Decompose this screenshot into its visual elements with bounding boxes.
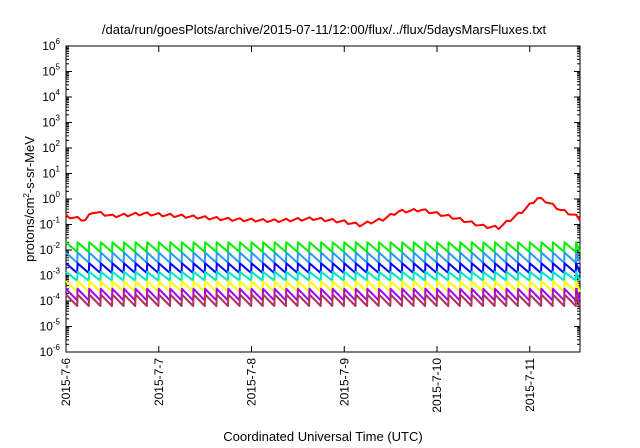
y-tick-exp: 6	[56, 37, 61, 46]
y-tick-exp: 1	[56, 165, 61, 174]
y-tick-exp: -2	[53, 241, 61, 250]
x-tick-label: 2015-7-9	[337, 358, 351, 406]
x-tick-label: 2015-7-8	[245, 358, 259, 406]
series-line-3	[65, 251, 581, 264]
y-tick-exp: -4	[53, 292, 61, 301]
y-tick-base: 10	[40, 218, 54, 232]
y-tick-label: 104	[42, 88, 60, 104]
x-axis-ticks: 2015-7-6 2015-7-7 2015-7-8 2015-7-9 2015-7-1…	[59, 46, 537, 413]
x-tick-label: 2015-7-10	[430, 358, 444, 413]
y-tick-base: 10	[42, 65, 56, 79]
x-tick-label: 2015-7-6	[59, 358, 73, 406]
y-tick-label: 102	[42, 139, 60, 155]
y-tick-label: 10-5	[40, 318, 61, 334]
y-tick-exp: -1	[53, 216, 61, 225]
x-tick-label: 2015-7-11	[523, 358, 537, 412]
series-line-6	[65, 280, 581, 293]
y-tick-exp: -3	[53, 267, 61, 276]
y-tick-exp: 2	[56, 139, 61, 148]
y-tick-base: 10	[40, 243, 54, 257]
y-tick-exp: 5	[56, 63, 61, 72]
y-tick-label: 10-2	[40, 241, 61, 257]
y-axis-label-sup: 2	[22, 193, 31, 198]
y-tick-base: 10	[42, 90, 56, 104]
y-tick-label: 10-3	[40, 267, 61, 283]
y-axis-label: protons/cm2-s-sr-MeV	[22, 136, 37, 262]
y-axis-label-post: -s-sr-MeV	[22, 136, 37, 193]
y-tick-label: 103	[42, 114, 60, 130]
y-tick-base: 10	[40, 269, 54, 283]
y-tick-base: 10	[42, 116, 56, 130]
plot-frame	[65, 45, 581, 353]
series-layer	[65, 197, 581, 307]
y-tick-label: 106	[42, 37, 60, 53]
y-tick-base: 10	[42, 141, 56, 155]
y-tick-label: 10-6	[40, 343, 61, 359]
series-line-8	[65, 293, 581, 307]
series-line-2	[65, 241, 581, 253]
y-axis-ticks: 10610510410310210110010-110-210-310-410-…	[40, 37, 580, 359]
y-tick-base: 10	[40, 345, 54, 359]
series-line-4	[65, 262, 581, 274]
series-line-7	[65, 287, 581, 302]
x-axis-label: Coordinated Universal Time (UTC)	[223, 429, 422, 444]
y-tick-base: 10	[40, 320, 54, 334]
y-tick-label: 10-1	[40, 216, 61, 232]
y-axis-label-pre: protons/cm	[22, 198, 37, 262]
y-tick-exp: 3	[56, 114, 61, 123]
y-tick-label: 101	[42, 165, 60, 181]
y-tick-base: 10	[42, 39, 56, 53]
y-tick-label: 10-4	[40, 292, 61, 308]
y-tick-exp: 0	[56, 190, 61, 199]
y-tick-exp: 4	[56, 88, 61, 97]
chart-title: /data/run/goesPlots/archive/2015-07-11/1…	[102, 22, 547, 37]
y-tick-label: 105	[42, 63, 60, 79]
y-tick-base: 10	[40, 294, 54, 308]
y-tick-label: 100	[42, 190, 60, 206]
y-tick-exp: -6	[53, 343, 61, 352]
y-tick-exp: -5	[53, 318, 61, 327]
series-line-1	[65, 197, 581, 231]
y-tick-base: 10	[42, 192, 56, 206]
series-line-5	[65, 270, 581, 282]
x-tick-label: 2015-7-7	[152, 358, 166, 406]
y-tick-base: 10	[42, 167, 56, 181]
